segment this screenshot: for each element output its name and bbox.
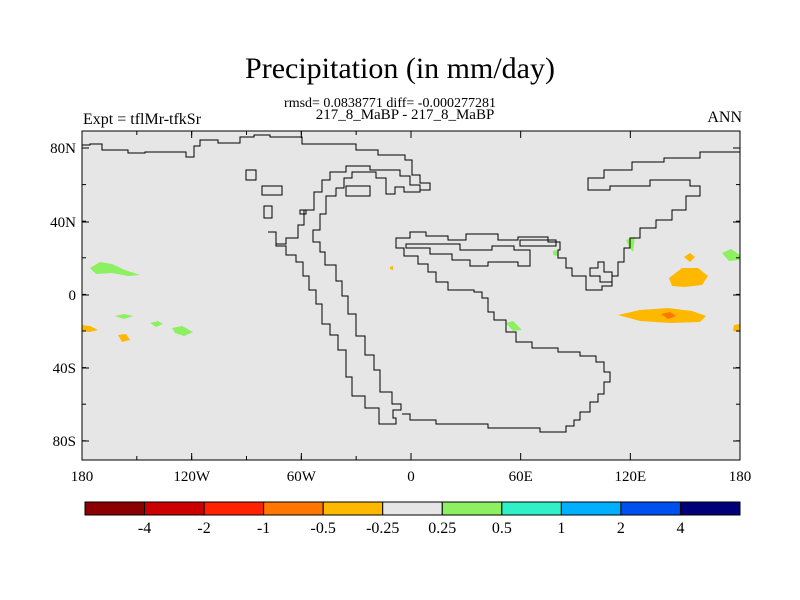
anomaly-fields [82,237,740,342]
case-label: 217_8_MaBP - 217_8_MaBP [315,107,495,123]
colorbar-label: 1 [557,520,565,537]
colorbar-label: -1 [257,520,270,537]
anomaly-negative-patch [733,324,740,332]
hudson-bay-outline [345,185,371,197]
colorbar-label: 0.5 [492,520,512,537]
lon-tick-label: 120E [614,469,646,485]
lat-tick-label: 80S [53,434,76,450]
anomaly-negative-patch [118,334,130,342]
colorbar-swatch [679,501,741,516]
americas-outline [245,165,421,425]
colorbar: -4 -2 -1 -0.5 -0.25 0.25 0.5 1 2 4 [84,501,741,537]
colorbar-swatch [322,501,384,516]
colorbar-label: -2 [197,520,210,537]
colorbar-label: 2 [617,520,625,537]
map-background [82,131,740,460]
lon-tick-label: 60W [287,469,317,485]
colorbar-label: -0.5 [311,520,336,537]
africa-outline [395,237,611,433]
colorbar-label: 0.25 [428,520,456,537]
plot-title: Precipitation (in mm/day) [245,52,555,85]
colorbar-swatch [501,501,562,516]
anomaly-positive-patch [150,321,163,327]
lat-tick-label: 80N [50,141,76,157]
anomaly-positive-patch [90,262,140,276]
eurasia-africa-outline [400,151,740,291]
anomaly-positive-patch [722,249,740,261]
peninsula-outline [589,261,613,283]
anomaly-positive-patch [172,326,193,336]
colorbar-swatch [382,501,443,516]
lon-tick-label: 60E [509,469,533,485]
lon-tick-label: 120W [173,469,211,485]
anomaly-negative-patch [390,266,393,270]
stats-text: rmsd= 0.0838771 diff= -0.000277281 [284,96,496,111]
anomaly-negative-patch [669,268,708,287]
anomaly-negative-patch [82,325,98,332]
coastlines [82,134,740,433]
lat-tick-label: 40S [53,361,76,377]
colorbar-swatch [144,501,205,516]
anomaly-positive-patch [115,314,133,319]
colorbar-swatch [84,501,146,516]
colorbar-label: -4 [138,520,151,537]
colorbar-swatch [560,501,622,516]
gulf-outline [519,239,557,247]
anomaly-negative-patch [618,308,706,323]
experiment-label: Expt = tflMr-tfkSr [83,111,202,128]
lat-tick-label: 0 [69,288,77,304]
colorbar-swatch [203,501,265,516]
colorbar-swatch [620,501,681,516]
lon-tick-label: 0 [407,469,415,485]
lon-tick-label: 180 [71,469,94,485]
colorbar-swatch [441,501,503,516]
lat-tick-label: 40N [50,215,76,231]
season-label: ANN [707,109,742,126]
lon-tick-label: 180 [729,469,752,485]
inland-sea-outline [405,243,531,267]
anomaly-positive-patch [506,321,522,331]
colorbar-label: 4 [676,520,684,537]
anomaly-positive-patch [553,250,558,256]
anomaly-stronger-negative-patch [661,312,676,319]
colorbar-swatch [263,501,324,516]
colorbar-label: -0.25 [366,520,399,537]
map-axes: 80N 40N 0 40S 80S 180 120W 60W 0 60E 120E 180 [50,131,751,485]
anomaly-negative-patch [684,253,695,262]
north-coast-outline [82,134,431,191]
